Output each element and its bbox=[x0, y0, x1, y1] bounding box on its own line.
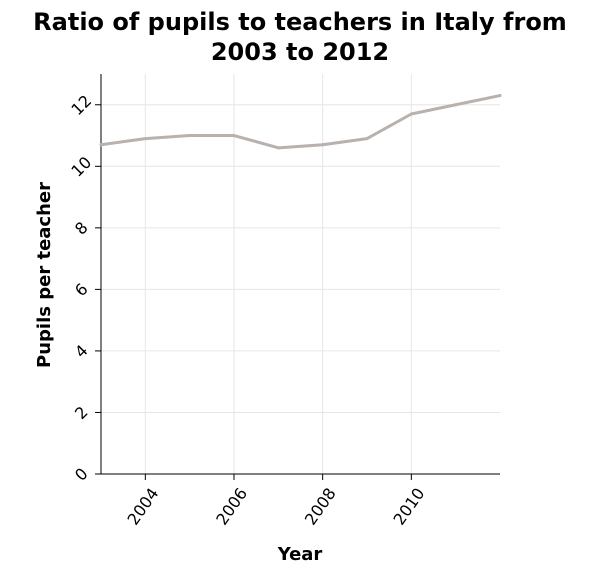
y-axis-label: Pupils per teacher bbox=[34, 182, 55, 368]
data-point bbox=[276, 146, 280, 150]
chart-title-line-1: Ratio of pupils to teachers in Italy fro… bbox=[33, 8, 567, 36]
data-point bbox=[409, 112, 413, 116]
data-point bbox=[454, 103, 458, 107]
gridlines bbox=[101, 74, 500, 475]
chart-title-line-2: 2003 to 2012 bbox=[211, 38, 389, 66]
x-tick-label: 2010 bbox=[390, 484, 429, 528]
x-tick-label: 2008 bbox=[301, 484, 340, 528]
series-line bbox=[99, 94, 502, 150]
x-tick-label: 2004 bbox=[124, 484, 163, 528]
ticks: 0 2 4 6 8 10 12 2004 2006 2008 2010 bbox=[67, 91, 428, 528]
data-point bbox=[232, 134, 236, 138]
data-point bbox=[99, 143, 103, 147]
data-point bbox=[498, 94, 502, 98]
x-tick-label: 2006 bbox=[212, 484, 251, 528]
y-tick-label: 12 bbox=[67, 91, 95, 119]
y-tick-label: 2 bbox=[71, 402, 92, 423]
axes bbox=[100, 74, 500, 475]
y-tick-label: 6 bbox=[71, 279, 92, 300]
y-tick-label: 8 bbox=[71, 218, 92, 239]
data-point bbox=[321, 143, 325, 147]
data-point bbox=[365, 137, 369, 141]
y-tick-label: 0 bbox=[71, 464, 92, 485]
y-tick-label: 10 bbox=[67, 153, 95, 181]
data-series bbox=[99, 94, 502, 150]
y-tick-label: 4 bbox=[71, 341, 92, 362]
x-axis-label: Year bbox=[277, 544, 323, 565]
data-point bbox=[188, 134, 192, 138]
data-point bbox=[143, 137, 147, 141]
